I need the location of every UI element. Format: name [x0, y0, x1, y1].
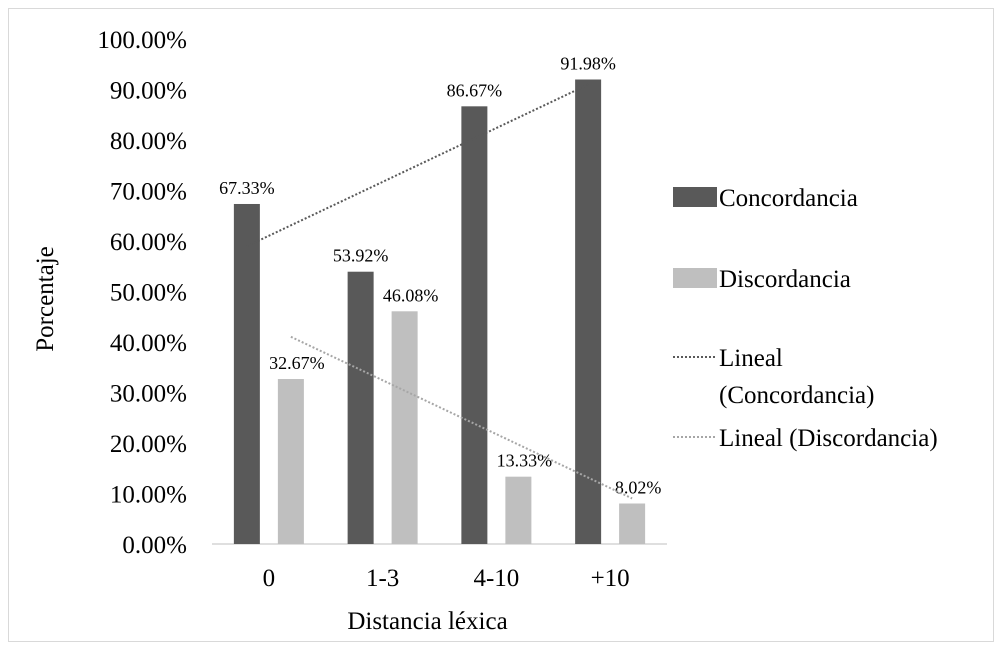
chart-frame: 0.00% 10.00% 20.00% 30.00% 40.00% 50.00% 60.00… [8, 8, 994, 642]
x-tick-label: +10 [591, 565, 630, 592]
bar-discordancia-1 [391, 311, 418, 544]
legend-label: (Concordancia) [719, 382, 874, 409]
data-label: 8.02% [615, 477, 662, 497]
y-tick-label: 70.00% [110, 179, 187, 206]
data-label: 91.98% [560, 54, 616, 74]
x-tick-label: 4-10 [473, 565, 519, 592]
data-label: 13.33% [497, 451, 553, 471]
bar-discordancia-2 [505, 476, 532, 544]
x-axis-title: Distancia léxica [347, 608, 507, 635]
bar-concordancia-0 [233, 203, 260, 544]
y-tick-label: 60.00% [110, 229, 187, 256]
y-tick-label: 40.00% [110, 330, 187, 357]
y-tick-label: 90.00% [110, 78, 187, 105]
bar-concordancia-1 [347, 271, 374, 544]
y-tick-label: 0.00% [122, 532, 187, 559]
y-tick-label: 80.00% [110, 128, 187, 155]
y-tick-label: 10.00% [110, 482, 187, 509]
bar-discordancia-3 [619, 503, 646, 544]
data-label: 32.67% [269, 353, 325, 373]
trendline-discordancia [290, 335, 633, 500]
y-tick-label: 30.00% [110, 381, 187, 408]
data-label: 86.67% [447, 80, 503, 100]
x-tick-label: 0 [263, 565, 276, 592]
legend-swatch-0 [673, 187, 717, 207]
data-label: 67.33% [219, 178, 275, 198]
legend-label: Concordancia [719, 185, 858, 212]
y-axis-title: Porcentaje [32, 246, 59, 352]
legend-swatch-1 [673, 268, 717, 288]
y-tick-label: 100.00% [97, 27, 187, 54]
bar-discordancia-0 [277, 379, 304, 544]
legend-label: Lineal (Discordancia) [719, 425, 938, 452]
legend-label: Lineal [719, 345, 783, 372]
bar-concordancia-2 [461, 106, 488, 544]
legend-label: Discordancia [719, 266, 851, 293]
x-tick-label: 1-3 [366, 565, 399, 592]
bar-chart: 0.00% 10.00% 20.00% 30.00% 40.00% 50.00% 60.00… [32, 27, 938, 635]
data-label: 53.92% [333, 246, 389, 266]
data-label: 46.08% [383, 285, 439, 305]
trendline-concordancia [246, 83, 589, 248]
y-tick-label: 50.00% [110, 280, 187, 307]
y-tick-label: 20.00% [110, 431, 187, 458]
bar-concordancia-3 [575, 79, 602, 544]
